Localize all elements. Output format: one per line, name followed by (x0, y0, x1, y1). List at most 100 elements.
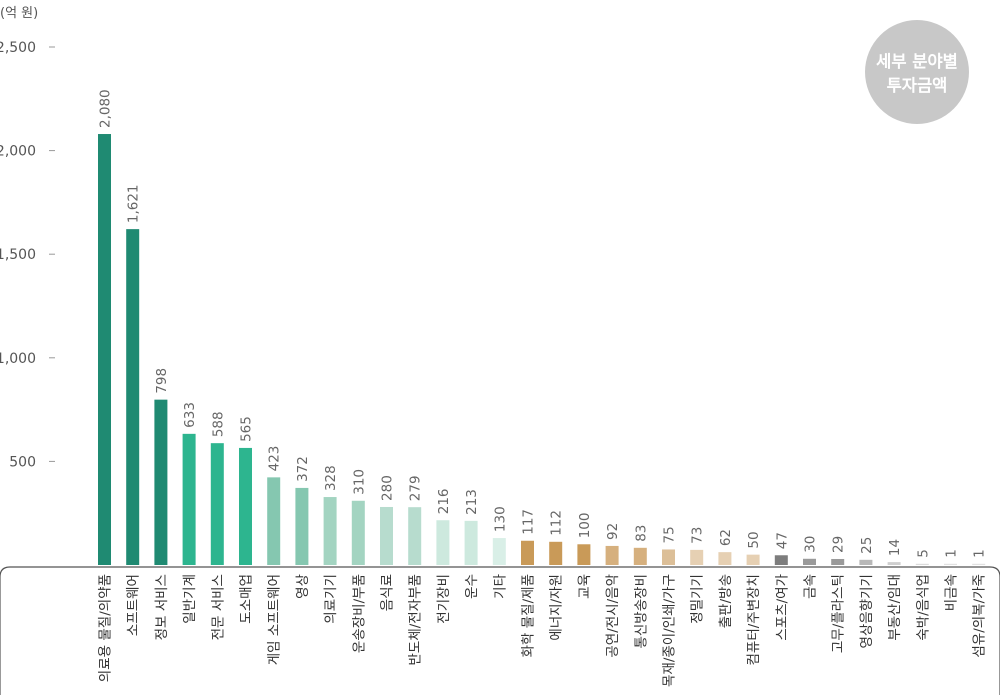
category-label: 운송장비/부품 (351, 574, 367, 653)
value-label: 25 (859, 537, 875, 554)
category-label: 통신방송장비 (633, 574, 649, 649)
value-label: 29 (831, 536, 847, 553)
value-label: 73 (690, 527, 706, 544)
value-labels: 2,080 1,621 798 633 588 565 423 372 328 310 280 279… (98, 89, 988, 557)
bar (662, 549, 675, 565)
value-label: 100 (577, 512, 593, 538)
value-label: 2,080 (98, 89, 114, 128)
value-label: 62 (718, 529, 734, 546)
value-label: 423 (267, 446, 283, 472)
category-label: 소프트웨어 (126, 574, 142, 636)
category-label: 기타 (492, 573, 508, 598)
bar (464, 520, 478, 565)
category-label: 정보 서비스 (154, 574, 170, 640)
category-label: 출판/방송 (718, 574, 734, 628)
y-tick-label: 1,000 (0, 351, 36, 367)
value-label: 5 (915, 549, 931, 558)
y-tick-label: 2,000 (0, 144, 36, 160)
value-label: 279 (408, 475, 424, 501)
bar (577, 544, 591, 565)
value-label: 130 (492, 506, 508, 532)
bar (436, 520, 450, 565)
bar (380, 506, 393, 565)
bar (351, 500, 365, 565)
category-label: 전문 서비스 (210, 574, 226, 640)
bar (549, 541, 563, 565)
badge-line-1: 세부 분야별 (876, 52, 958, 71)
bar (182, 433, 196, 565)
bar (915, 563, 929, 565)
bar (267, 477, 281, 565)
bar (972, 563, 986, 565)
bar (633, 547, 647, 565)
value-label: 47 (774, 532, 790, 549)
category-label: 화학 물질/제품 (521, 574, 537, 657)
value-label: 588 (210, 411, 226, 437)
value-label: 633 (182, 402, 198, 428)
y-tick-label: 2,500 (0, 40, 36, 56)
unit-label: (억 원) (0, 6, 38, 21)
value-label: 1 (972, 549, 988, 558)
bar (210, 443, 224, 565)
badge-circle (865, 20, 969, 124)
value-label: 30 (803, 536, 819, 553)
value-label: 75 (662, 526, 678, 543)
category-labels: 의료용 물질/의약품 소프트웨어 정보 서비스 일반기계 전문 서비스 도소매업 게임 소프… (98, 573, 988, 687)
bar (408, 507, 422, 565)
category-label: 게임 소프트웨어 (267, 574, 283, 665)
category-label: 반도체/전자부품 (408, 574, 424, 666)
bar (774, 555, 788, 565)
category-label: 스포츠/여가 (774, 574, 790, 641)
y-axis: 500 1,000 1,500 2,000 2,500 (0, 40, 55, 470)
value-label: 117 (521, 509, 537, 535)
bar (295, 487, 309, 565)
bar (239, 447, 252, 565)
bar (605, 545, 619, 565)
bar (859, 559, 873, 565)
value-label: 1,621 (126, 184, 142, 223)
bars (98, 134, 986, 566)
category-label: 컴퓨터/주변장치 (746, 574, 762, 666)
value-label: 112 (549, 510, 565, 536)
value-label: 372 (295, 456, 311, 482)
bar (690, 549, 704, 565)
value-label: 565 (239, 416, 255, 442)
category-label: 섬유/의복/가죽 (972, 574, 988, 658)
category-label: 고무/플라스틱 (831, 574, 847, 653)
value-label: 92 (605, 523, 621, 540)
bar (831, 558, 845, 565)
category-label: 의료용 물질/의약품 (98, 574, 114, 682)
category-label: 음식료 (380, 574, 396, 611)
badge: 세부 분야별 투자금액 (865, 20, 969, 124)
category-label: 부동산/임대 (887, 574, 903, 641)
value-label: 216 (436, 488, 452, 514)
category-label: 의료기기 (323, 574, 339, 624)
category-label: 운수 (464, 574, 480, 599)
value-label: 213 (464, 489, 480, 515)
category-label: 일반기계 (182, 574, 198, 624)
category-label: 비금속 (944, 574, 960, 611)
badge-line-2: 투자금액 (887, 76, 948, 95)
plot-frame (0, 566, 1000, 695)
bar (944, 563, 957, 565)
y-tick-label: 1,500 (0, 247, 36, 263)
value-label: 14 (887, 539, 903, 556)
category-label: 영상 (295, 574, 311, 599)
bar (803, 558, 816, 565)
category-label: 전기장비 (436, 574, 452, 624)
category-label: 영상음향기기 (859, 574, 875, 649)
bar (718, 552, 732, 565)
bar (492, 538, 506, 565)
bar (98, 134, 111, 566)
value-label: 50 (746, 531, 762, 548)
category-label: 공연/전시/음악 (605, 574, 621, 658)
baseline-frame (0, 566, 1000, 695)
bar (154, 399, 168, 565)
value-label: 280 (380, 475, 396, 501)
bar (323, 497, 337, 565)
category-label: 교육 (577, 574, 593, 599)
category-label: 숙박/음식업 (915, 574, 931, 641)
value-label: 310 (351, 469, 367, 495)
value-label: 83 (633, 525, 649, 542)
